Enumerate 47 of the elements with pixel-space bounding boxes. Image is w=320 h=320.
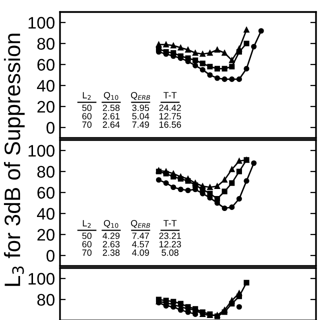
y-tick-label: 100 <box>28 144 54 157</box>
y-tick-label: 40 <box>36 80 54 92</box>
annotation: Q$_{10}$ <box>104 92 118 100</box>
y-tick-label: 20 <box>37 228 54 241</box>
annotation: L$_{2}$ <box>82 92 91 100</box>
annotation: 3.95 <box>132 104 150 112</box>
y-axis-title: L$_{3}$ for 3dB of Suppression <box>4 34 25 286</box>
y-tick-label: 20 <box>37 100 54 113</box>
y-tick-label: 60 <box>37 186 54 199</box>
y-tick-label: 100 <box>28 16 54 29</box>
annotation: 2.61 <box>102 113 120 120</box>
annotation: 4.57 <box>132 241 149 248</box>
annotation: Q$_{ERB}$ <box>131 220 150 228</box>
y-tick-label: 80 <box>37 38 54 50</box>
annotation: 2.38 <box>102 249 120 256</box>
y-tick-label: 80 <box>37 294 54 306</box>
annotation: 70 <box>82 249 92 256</box>
y-tick-label: 100 <box>28 272 54 285</box>
y-tick-label: 80 <box>37 166 54 178</box>
annotation: 4.09 <box>132 249 149 256</box>
annotation: 24.42 <box>159 104 181 111</box>
y-tick-label: 0 <box>46 122 54 134</box>
annotation: 60 <box>82 113 92 120</box>
annotation: 16.56 <box>159 121 181 128</box>
annotation: 12.23 <box>159 241 181 248</box>
annotation: L$_{2}$ <box>82 220 91 228</box>
annotation: 23.21 <box>159 232 181 240</box>
annotation: T-T <box>164 92 177 98</box>
y-tick-label: 0 <box>46 250 54 262</box>
annotation: 70 <box>82 121 92 128</box>
annotation: 5.08 <box>162 249 178 256</box>
annotation: 7.47 <box>132 232 149 239</box>
annotation: 50 <box>82 232 92 240</box>
annotation: 4.29 <box>102 232 120 240</box>
annotation: T-T <box>164 220 177 226</box>
annotation: 12.75 <box>159 113 181 120</box>
annotation: 5.04 <box>132 113 150 120</box>
annotation: 2.63 <box>102 241 120 248</box>
annotation: 2.58 <box>102 104 120 112</box>
y-tick-label: 60 <box>37 58 54 71</box>
annotation: 50 <box>82 104 92 112</box>
annotation: 7.49 <box>132 121 149 128</box>
annotation: Q$_{ERB}$ <box>131 92 150 100</box>
y-tick-label: 40 <box>36 208 54 220</box>
annotation: 60 <box>82 241 92 248</box>
annotation: 2.64 <box>102 121 120 128</box>
annotation: Q$_{10}$ <box>104 220 118 228</box>
